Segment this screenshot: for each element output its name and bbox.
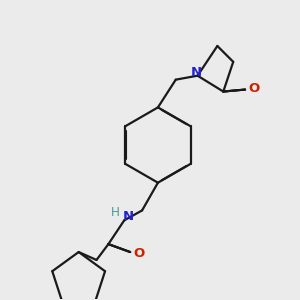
- Text: N: N: [123, 210, 134, 223]
- Text: O: O: [248, 82, 260, 95]
- Text: N: N: [191, 66, 202, 79]
- Text: H: H: [111, 206, 120, 219]
- Text: O: O: [134, 247, 145, 260]
